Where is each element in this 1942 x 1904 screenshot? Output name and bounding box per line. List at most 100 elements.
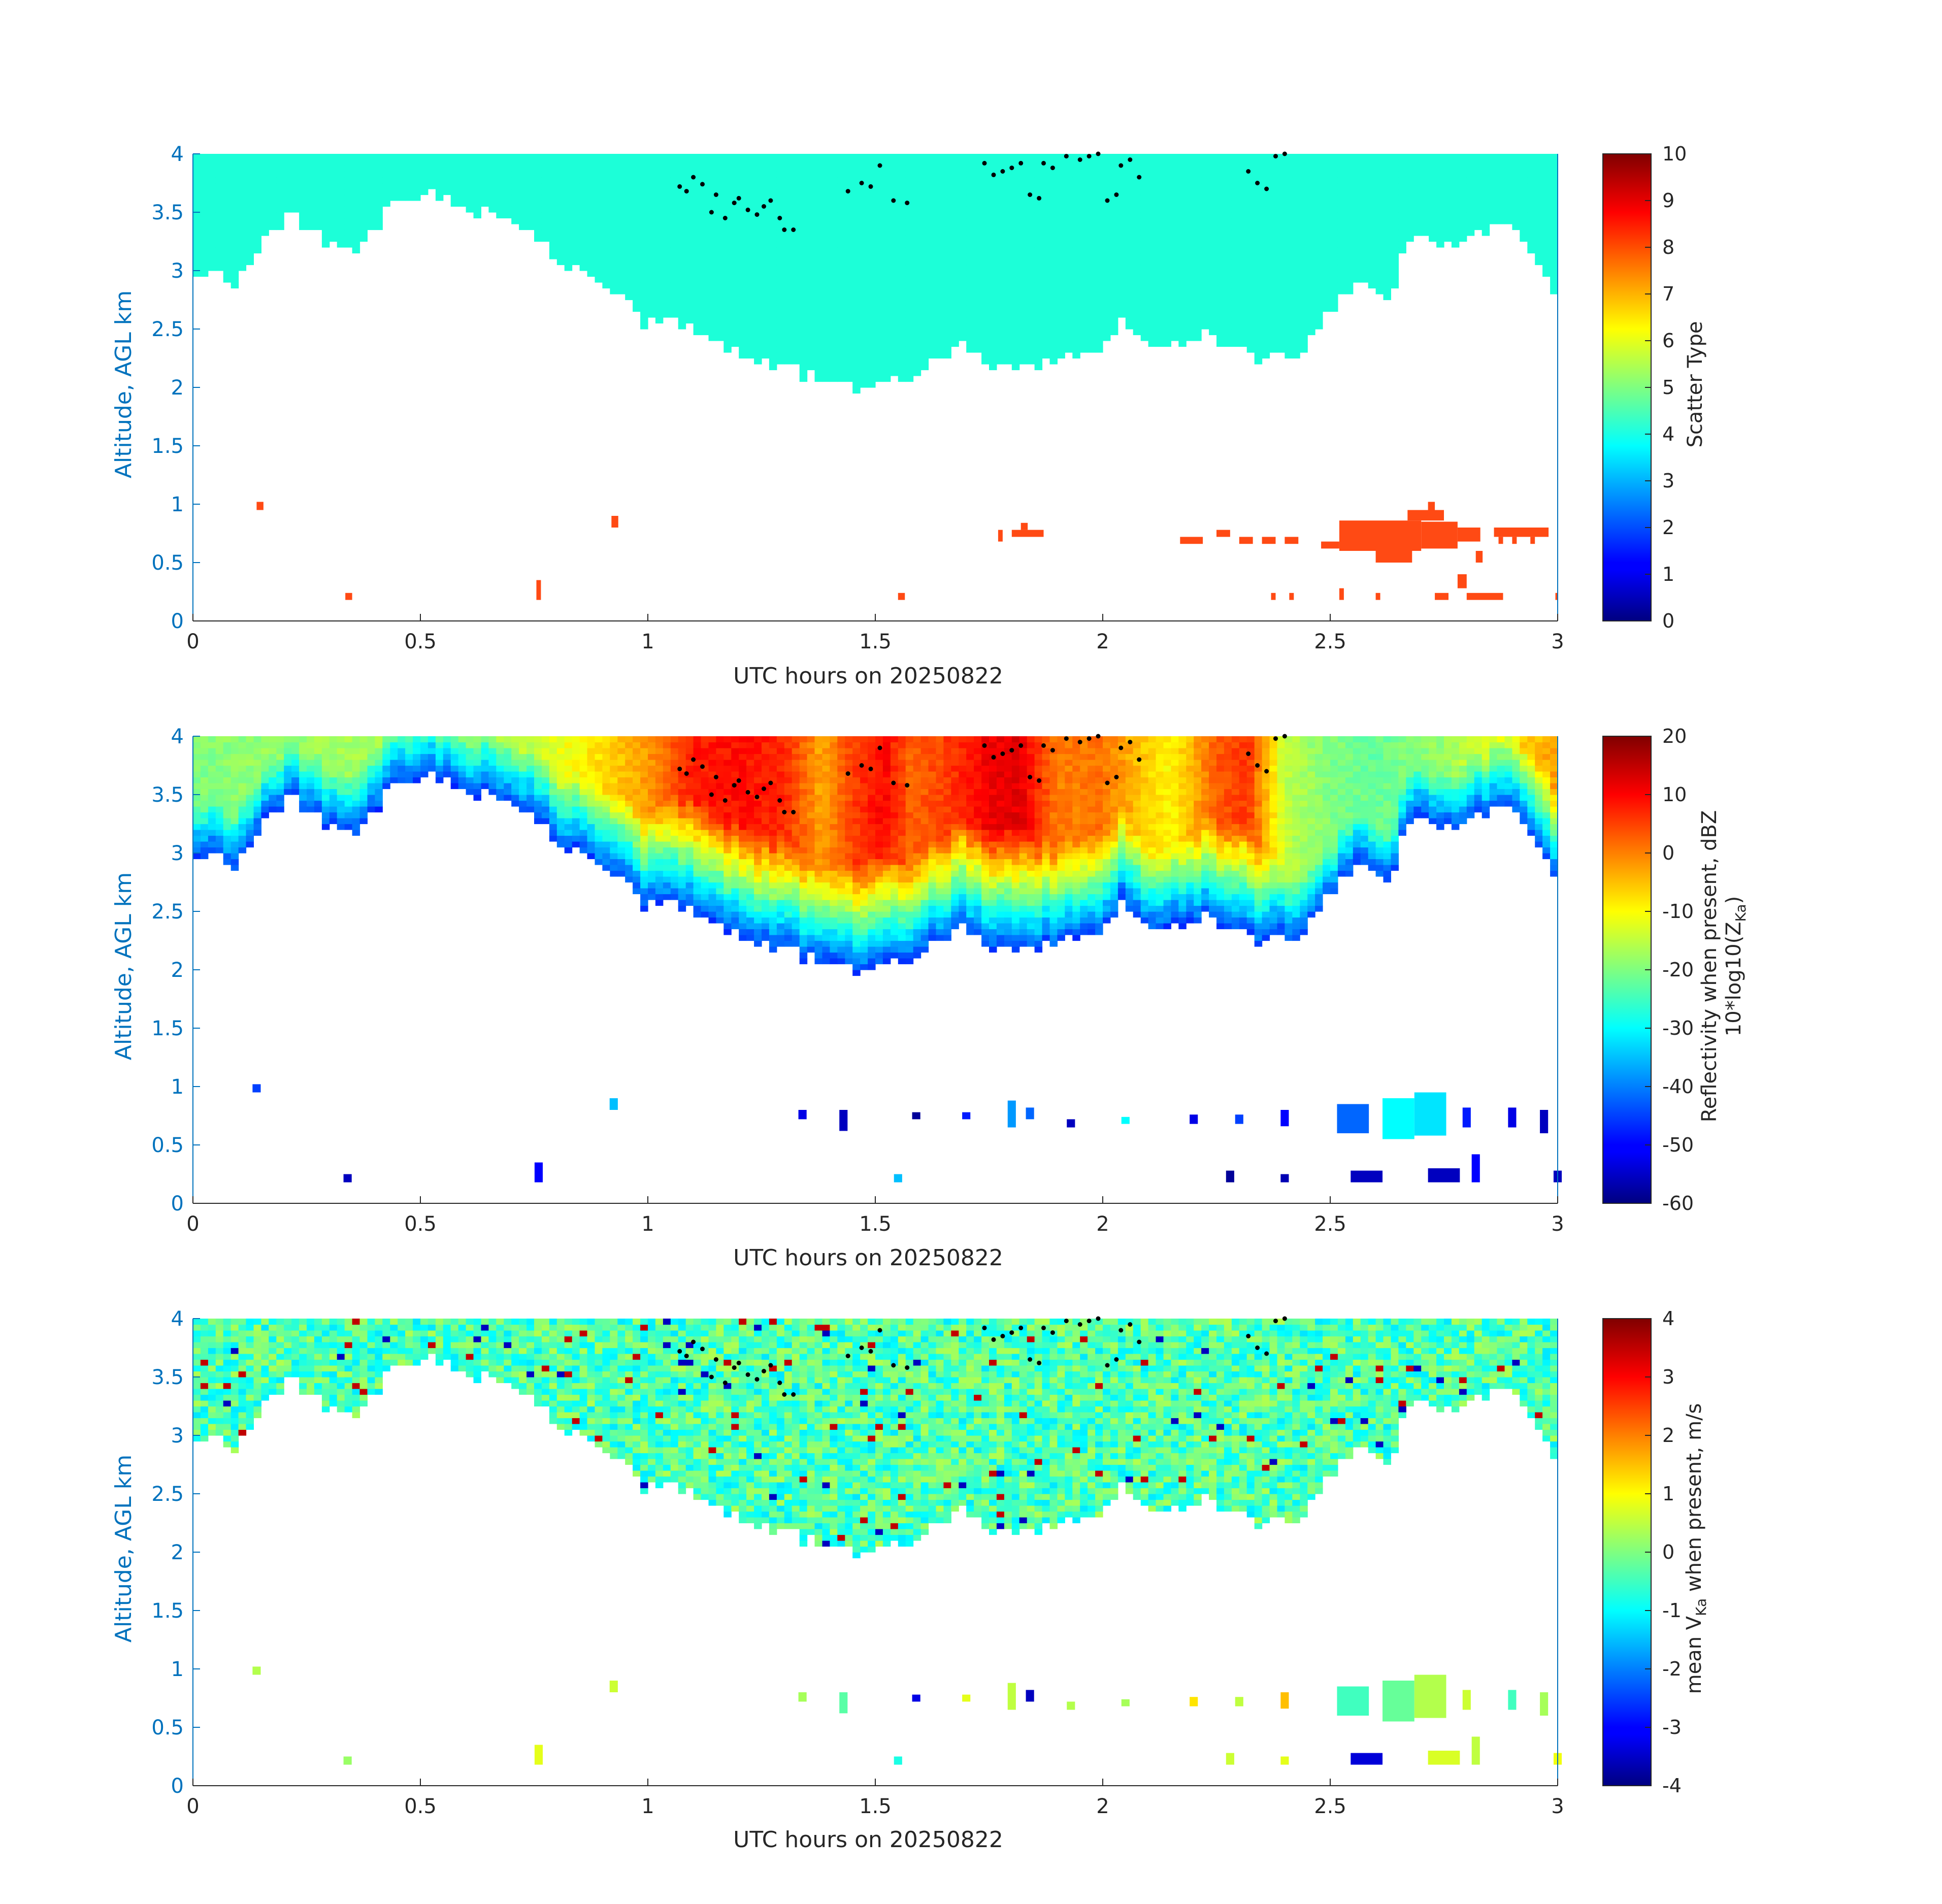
field-cell — [792, 265, 800, 271]
field-cell — [1117, 183, 1126, 189]
field-cell — [996, 346, 1005, 353]
field-cell — [1262, 341, 1270, 347]
field-cell — [1277, 206, 1285, 213]
field-cell — [1065, 265, 1073, 271]
field-cell — [1231, 341, 1240, 347]
field-cell — [208, 847, 216, 853]
field-cell — [1398, 154, 1406, 160]
field-cell — [1034, 358, 1043, 365]
field-cell — [564, 206, 573, 213]
field-cell — [1057, 282, 1065, 289]
field-cell — [1330, 236, 1338, 242]
field-cell — [913, 341, 921, 347]
field-cell — [1080, 171, 1088, 178]
field-cell — [617, 259, 626, 266]
field-cell — [1277, 247, 1285, 254]
field-cell — [1391, 177, 1399, 184]
field-cell — [784, 271, 793, 277]
field-cell — [739, 335, 747, 341]
field-cell — [670, 171, 679, 178]
field-cell — [314, 795, 322, 801]
field-cell — [1004, 323, 1012, 330]
field-cell — [1186, 282, 1194, 289]
field-cell — [1315, 212, 1323, 219]
field-cell — [685, 294, 694, 301]
field-cell — [1375, 218, 1384, 224]
field-cell — [1057, 201, 1065, 207]
field-cell — [731, 294, 739, 301]
field-cell — [898, 218, 906, 224]
field-cell — [1004, 300, 1012, 306]
field-cell — [814, 300, 822, 306]
field-cell — [1004, 206, 1012, 213]
field-cell — [1110, 288, 1118, 294]
field-cell — [587, 206, 595, 213]
lidar-dot — [1282, 151, 1287, 156]
field-cell — [200, 236, 209, 242]
field-cell — [1307, 218, 1315, 224]
field-cell — [602, 201, 610, 207]
field-cell — [663, 276, 671, 283]
lidar-dot — [1273, 154, 1278, 159]
field-cell — [1140, 236, 1149, 242]
field-cell — [898, 306, 906, 312]
field-cell — [663, 311, 671, 318]
field-cell — [299, 753, 307, 760]
field-cell — [200, 259, 209, 266]
field-cell — [602, 212, 610, 219]
field-cell — [481, 201, 489, 207]
field-cell — [868, 329, 876, 336]
field-cell — [1133, 159, 1141, 166]
field-cell — [1178, 229, 1187, 236]
field-cell — [625, 212, 633, 219]
field-cell — [359, 189, 368, 195]
field-cell — [1315, 189, 1323, 195]
field-cell — [769, 189, 777, 195]
field-cell — [1550, 265, 1558, 271]
field-cell — [1451, 241, 1460, 248]
field-cell — [215, 835, 224, 842]
field-cell — [1330, 306, 1338, 312]
colorbar-tick-label: 5 — [1662, 376, 1674, 399]
field-cell — [670, 224, 679, 231]
field-cell — [1337, 189, 1346, 195]
field-cell — [420, 177, 429, 184]
field-cell — [890, 306, 899, 312]
field-cell — [996, 323, 1005, 330]
field-cell — [640, 271, 648, 277]
field-cell — [640, 183, 648, 189]
field-cell — [981, 329, 990, 336]
field-cell — [1080, 300, 1088, 306]
field-cell — [253, 806, 261, 813]
field-cell — [1163, 224, 1171, 231]
field-cell — [1011, 358, 1020, 365]
field-cell — [1209, 271, 1217, 277]
field-cell — [1444, 166, 1452, 172]
field-cell — [1504, 171, 1512, 178]
field-cell — [943, 317, 951, 324]
field-cell — [989, 346, 997, 353]
field-cell — [1330, 159, 1338, 166]
field-cell — [814, 288, 822, 294]
field-cell — [541, 218, 550, 224]
field-cell — [693, 171, 702, 178]
field-cell — [314, 806, 322, 813]
field-cell — [837, 294, 845, 301]
field-cell — [1345, 166, 1354, 172]
field-cell — [299, 189, 307, 195]
x-tick-label: 2 — [1096, 630, 1109, 653]
field-cell — [959, 323, 967, 330]
field-cell — [799, 183, 808, 189]
field-cell — [382, 177, 390, 184]
field-cell — [754, 323, 762, 330]
field-cell — [1368, 229, 1376, 236]
field-cell — [685, 212, 694, 219]
field-cell — [693, 206, 702, 213]
field-cell — [398, 189, 406, 195]
field-cell — [822, 370, 830, 376]
field-cell — [572, 224, 580, 231]
field-cell — [1421, 154, 1429, 160]
field-cell — [830, 323, 838, 330]
field-cell — [1239, 329, 1247, 336]
field-cell — [375, 159, 383, 166]
